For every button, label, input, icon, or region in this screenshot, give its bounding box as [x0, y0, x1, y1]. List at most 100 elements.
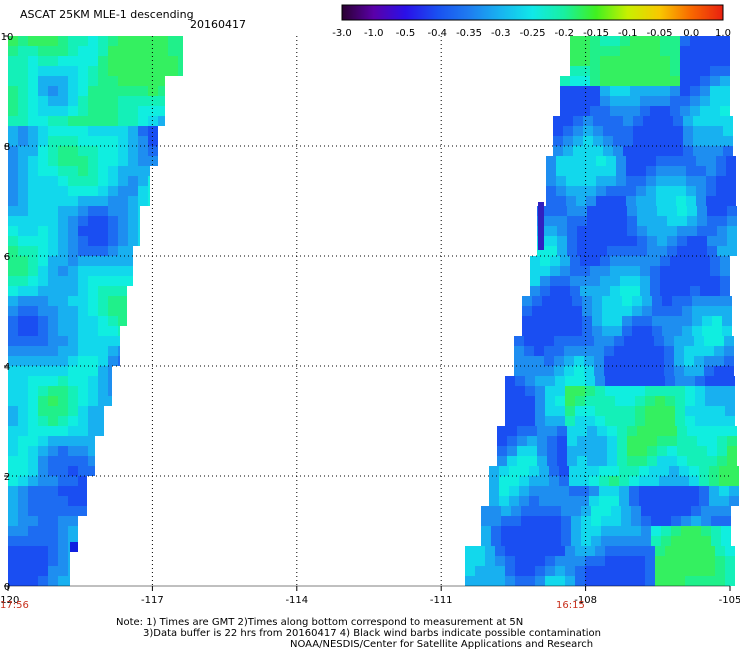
- swath-cell: [636, 156, 646, 166]
- swath-cell: [655, 386, 665, 396]
- swath-cell: [28, 176, 38, 186]
- swath-cell: [664, 356, 674, 366]
- swath-cell: [601, 506, 611, 516]
- swath-cell: [118, 216, 128, 226]
- swath-cell: [670, 66, 680, 76]
- swath-cell: [605, 556, 615, 566]
- swath-cell: [655, 576, 665, 586]
- swath-cell: [58, 306, 68, 316]
- swath-cell: [590, 76, 600, 86]
- swath-cell: [595, 576, 605, 586]
- swath-cell: [620, 86, 630, 96]
- swath-cell: [48, 366, 58, 376]
- swath-cell: [706, 176, 716, 186]
- swath-cell: [650, 276, 660, 286]
- swath-cell: [88, 196, 98, 206]
- swath-cell: [717, 206, 727, 216]
- swath-cell: [48, 186, 58, 196]
- swath-cell: [148, 106, 158, 116]
- swath-cell: [68, 376, 78, 386]
- swath-cell: [667, 226, 677, 236]
- swath-cell: [38, 486, 48, 496]
- swath-cell: [545, 576, 555, 586]
- swath-cell: [88, 56, 98, 66]
- swath-cell: [530, 256, 540, 266]
- swath-cell: [560, 86, 570, 96]
- swath-cell: [556, 176, 566, 186]
- swath-cell: [647, 436, 657, 446]
- swath-cell: [643, 136, 653, 146]
- swath-cell: [633, 136, 643, 146]
- swath-cell: [68, 486, 78, 496]
- swath-cell: [707, 216, 717, 226]
- swath-cell: [603, 116, 613, 126]
- swath-cell: [696, 176, 706, 186]
- swath-cell: [88, 356, 98, 366]
- swath-cell: [676, 176, 686, 186]
- swath-cell: [28, 546, 38, 556]
- swath-cell: [696, 196, 706, 206]
- swath-cell: [555, 416, 565, 426]
- swath-cell: [635, 386, 645, 396]
- swath-cell: [28, 466, 38, 476]
- swath-cell: [8, 556, 18, 566]
- swath-cell: [537, 446, 547, 456]
- swath-cell: [138, 96, 148, 106]
- swath-cell: [138, 186, 148, 196]
- swath-cell: [48, 556, 58, 566]
- swath-cell: [108, 216, 118, 226]
- swath-cell: [597, 206, 607, 216]
- swath-cell: [555, 566, 565, 576]
- swath-cell: [48, 136, 58, 146]
- swath-cell: [98, 306, 108, 316]
- swath-cell: [610, 36, 620, 46]
- swath-cell: [547, 436, 557, 446]
- swath-cell: [685, 406, 695, 416]
- swath-cell: [108, 296, 118, 306]
- swath-cell: [656, 176, 666, 186]
- swath-cell: [108, 336, 118, 346]
- swath-cell: [565, 556, 575, 566]
- swath-cell: [622, 326, 632, 336]
- swath-cell: [68, 566, 70, 576]
- swath-cell: [666, 196, 676, 206]
- swath-cell: [630, 36, 640, 46]
- swath-cell: [602, 306, 612, 316]
- swath-cell: [647, 226, 657, 236]
- swath-cell: [605, 576, 615, 586]
- swath-cell: [617, 226, 627, 236]
- swath-cell: [48, 346, 58, 356]
- swath-cell: [78, 246, 88, 256]
- swath-cell: [78, 176, 88, 186]
- swath-cell: [551, 516, 561, 526]
- swath-cell: [98, 186, 108, 196]
- swath-cell: [657, 236, 667, 246]
- swath-cell: [28, 566, 38, 576]
- swath-cell: [108, 256, 118, 266]
- swath-cell: [68, 136, 78, 146]
- swath-cell: [645, 406, 655, 416]
- swath-cell: [639, 476, 649, 486]
- swath-cell: [8, 496, 18, 506]
- swath-cell: [674, 336, 684, 346]
- swath-cell: [505, 406, 515, 416]
- swath-cell: [88, 86, 98, 96]
- swath-cell: [727, 456, 737, 466]
- swath-cell: [98, 276, 108, 286]
- swath-cell: [695, 576, 705, 586]
- swath-cell: [514, 366, 524, 376]
- swath-cell: [717, 246, 727, 256]
- swath-cell: [38, 336, 48, 346]
- swath-cell: [680, 266, 690, 276]
- swath-cell: [563, 136, 573, 146]
- swath-cell: [660, 106, 670, 116]
- swath-cell: [18, 376, 28, 386]
- swath-cell: [710, 106, 720, 116]
- swath-cell: [48, 286, 58, 296]
- swath-cell: [491, 536, 501, 546]
- swath-cell: [617, 426, 627, 436]
- swath-cell: [108, 226, 118, 236]
- swath-cell: [712, 316, 722, 326]
- swath-cell: [570, 66, 580, 76]
- swath-cell: [38, 466, 48, 476]
